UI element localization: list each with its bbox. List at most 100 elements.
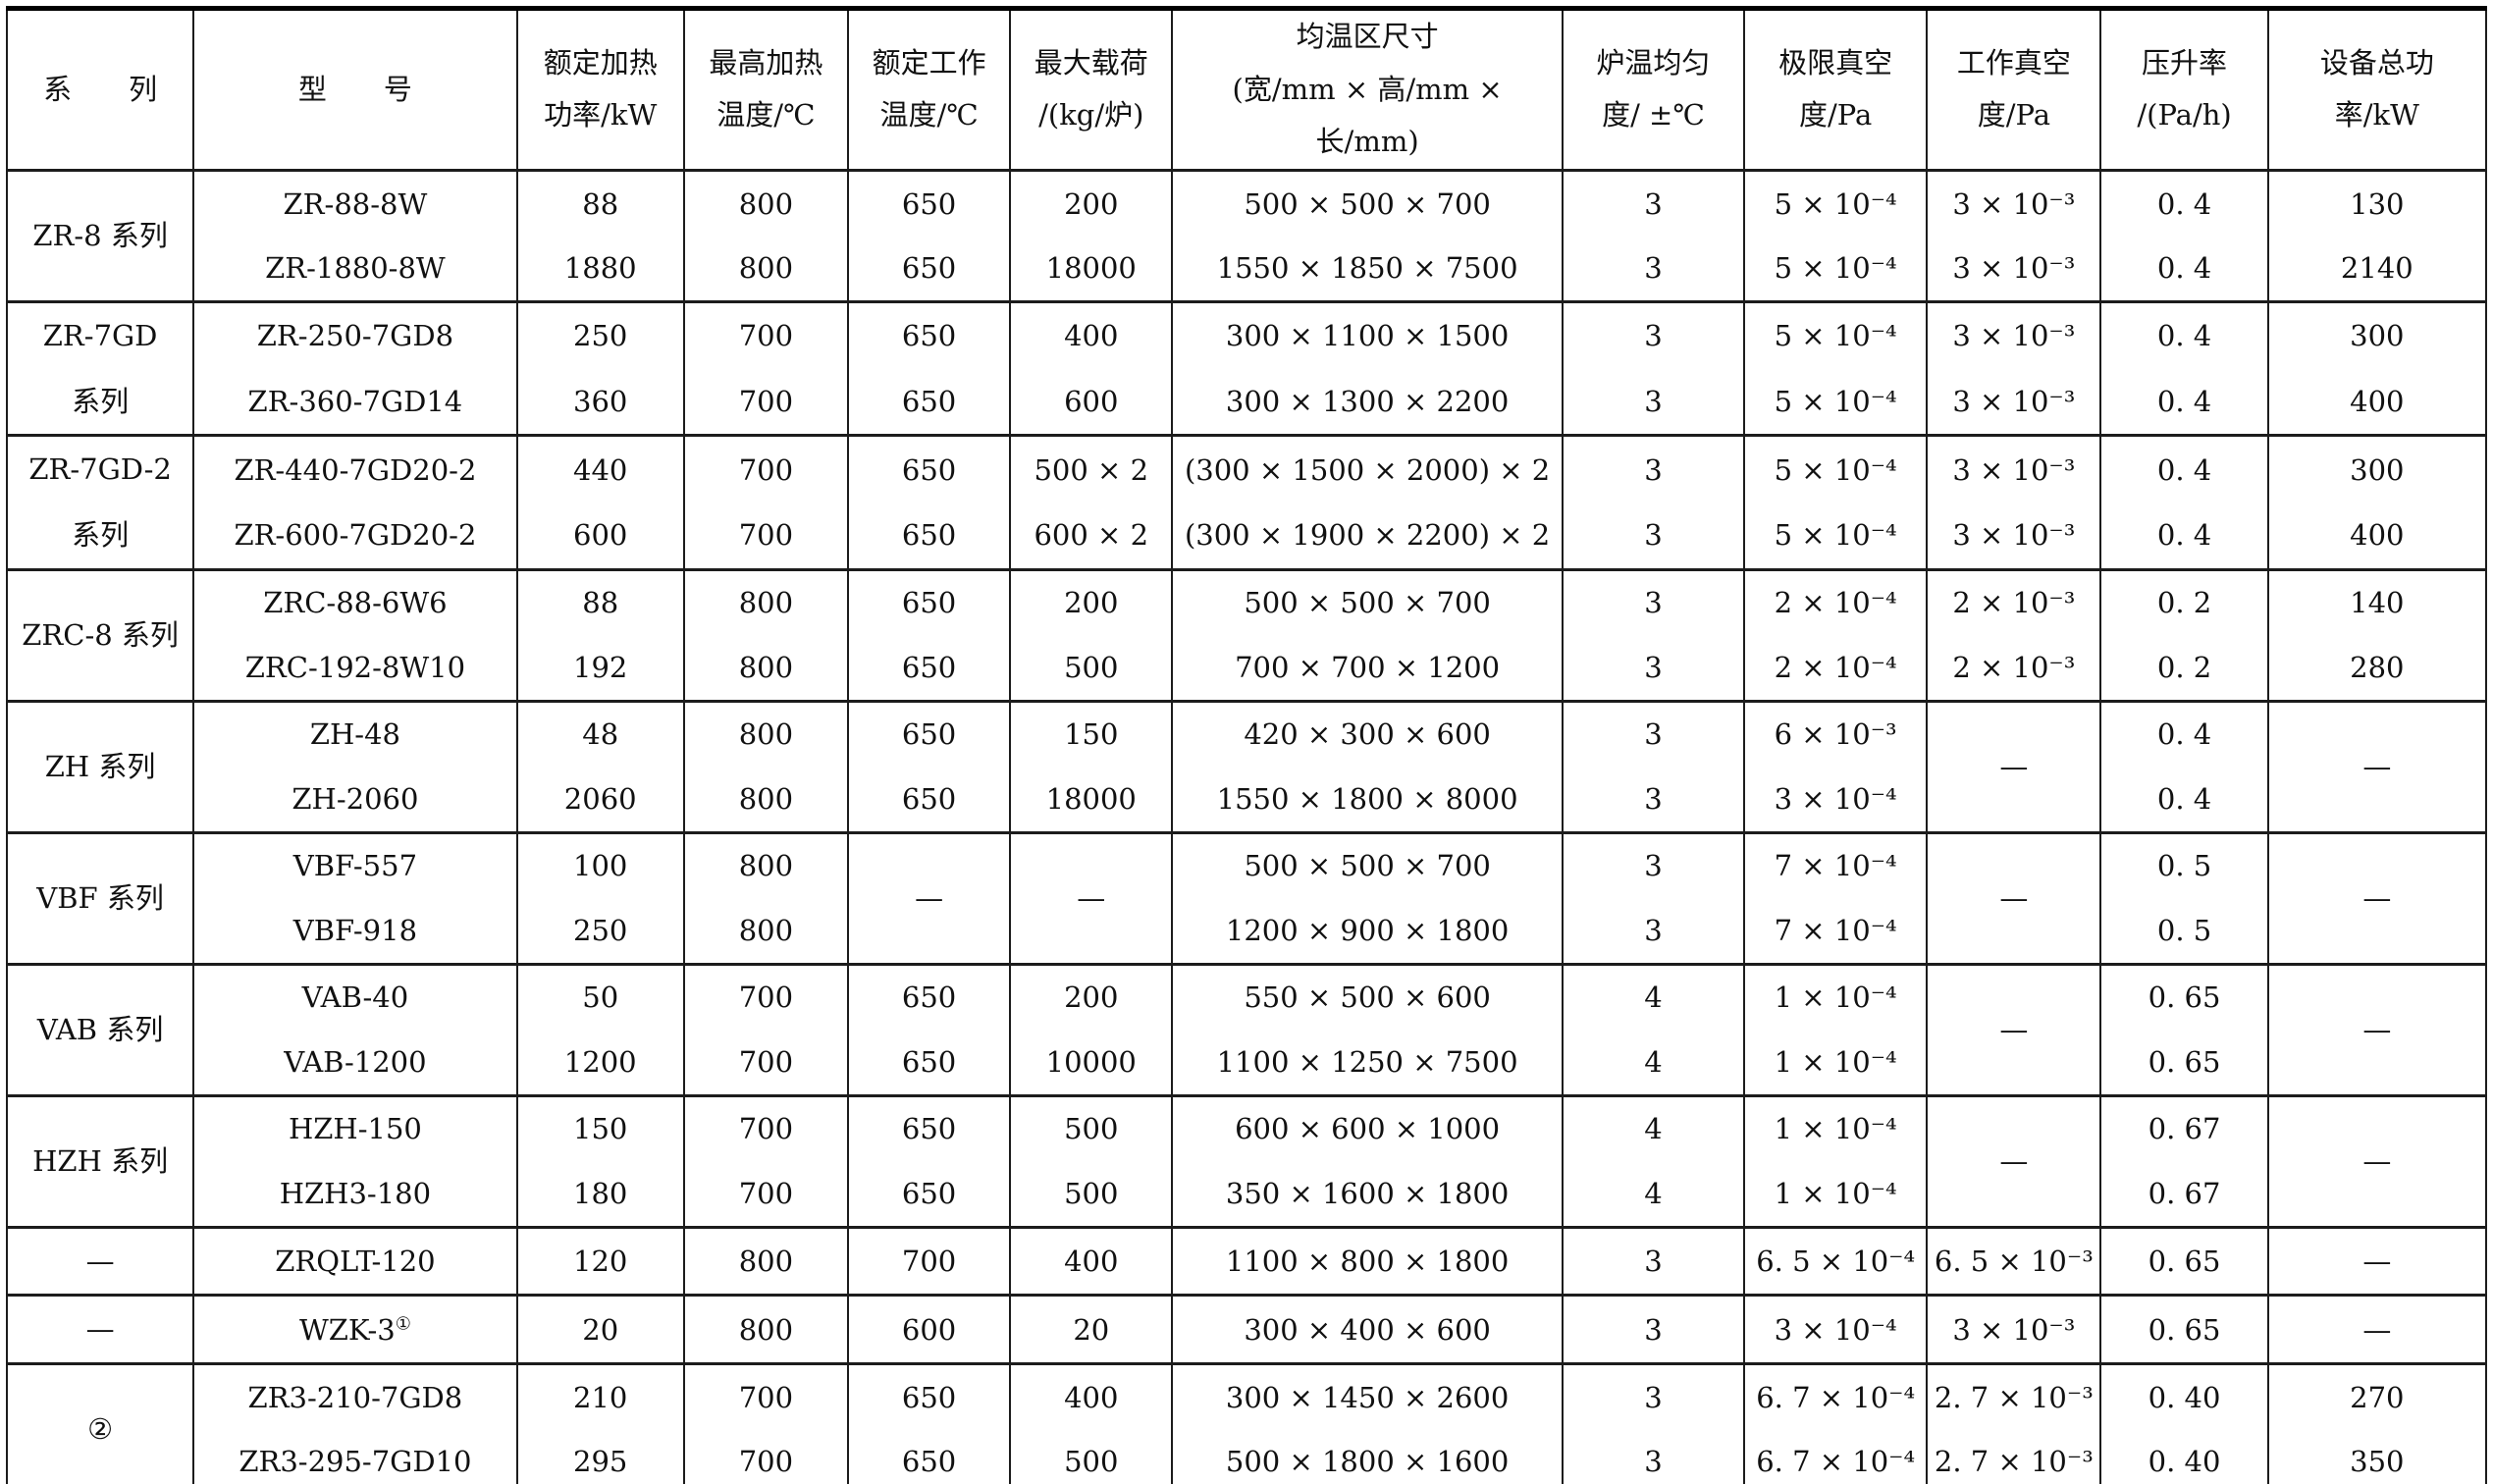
power-cell: 20 (515, 1294, 685, 1364)
table-row: ZRC-8 系列 ZRC-88-6W6 88 800 650 200 500 × 500 ×… (5, 567, 2488, 702)
ult-vac-cell: 7 × 10⁻⁴ (1743, 830, 1929, 899)
table-header: 系 列 型 号 额定加热 功率/kW 最高加热 温度/℃ 额定工作 温度/℃ 最… (5, 8, 2488, 172)
max-temp-cell: 700 (682, 1362, 849, 1430)
zone-cell: 1550 × 1850 × 7500 (1171, 236, 1564, 302)
zone-cell: 300 × 400 × 600 (1171, 1294, 1564, 1364)
work-vac-cell: 3 × 10⁻³ (1926, 168, 2102, 237)
work-temp-cell: 650 (846, 1161, 1012, 1228)
series-cell: — (5, 1294, 195, 1364)
model-cell: ZRC-88-6W6 (192, 567, 518, 636)
max-temp-cell: 700 (682, 1161, 849, 1228)
leak-cell: 0. 67 (2099, 1161, 2269, 1228)
load-cell: 10000 (1009, 1030, 1174, 1096)
power-cell: 180 (515, 1161, 685, 1228)
max-temp-cell: 800 (682, 236, 849, 302)
model-cell: VAB-1200 (192, 1030, 518, 1096)
model-cell: VBF-557 (192, 830, 518, 899)
table-row: ZR-360-7GD14 360 700 650 600 300 × 1300 × 220… (7, 368, 2488, 436)
work-vac-cell: 2. 7 × 10⁻³ (1926, 1362, 2102, 1430)
total-power-cell: 350 (2266, 1429, 2488, 1484)
power-cell: 88 (515, 168, 685, 237)
zone-cell: (300 × 1900 × 2200) × 2 (1171, 502, 1564, 570)
header-row: 系 列 型 号 额定加热 功率/kW 最高加热 温度/℃ 额定工作 温度/℃ 最… (5, 8, 2488, 172)
load-cell: 18000 (1009, 767, 1174, 833)
zone-cell: 500 × 500 × 700 (1171, 168, 1564, 237)
total-power-cell: 400 (2266, 502, 2488, 570)
total-power-cell: 270 (2266, 1362, 2488, 1430)
zone-cell: 550 × 500 × 600 (1171, 962, 1564, 1031)
column-header-zone: 均温区尺寸 (宽/mm × 高/mm × 长/mm) (1171, 8, 1564, 172)
uniformity-cell: 3 (1561, 1429, 1746, 1484)
model-cell: ZH-2060 (192, 767, 518, 833)
work-temp-cell: 650 (846, 567, 1012, 636)
power-cell: 1200 (515, 1030, 685, 1096)
load-cell: 500 (1009, 1429, 1174, 1484)
leak-cell: 0. 2 (2099, 567, 2269, 636)
max-temp-cell: 800 (682, 898, 849, 965)
model-cell: ZR-600-7GD20-2 (192, 502, 518, 570)
leak-cell: 0. 4 (2099, 767, 2269, 833)
max-temp-cell: 800 (682, 699, 849, 768)
work-temp-cell: 650 (846, 434, 1012, 503)
uniformity-cell: 4 (1561, 1030, 1746, 1096)
merged-dash-cell: — (1009, 830, 1174, 965)
table-row: ZR-8 系列 ZR-88-8W 88 800 650 200 500 × 500 × 70… (5, 168, 2488, 302)
zone-cell: 300 × 1450 × 2600 (1171, 1362, 1564, 1430)
power-cell: 100 (515, 830, 685, 899)
load-cell: 150 (1009, 699, 1174, 768)
work-vac-cell: 3 × 10⁻³ (1926, 368, 2102, 436)
series-cell: ZRC-8 系列 (5, 567, 195, 702)
work-temp-cell: 650 (846, 299, 1012, 369)
table-row: HZH 系列 HZH-150 150 700 650 500 600 × 600 × 100… (5, 1093, 2488, 1228)
model-cell: ZR-88-8W (192, 168, 518, 237)
merged-dash-cell: — (2266, 699, 2488, 833)
leak-cell: 0. 40 (2099, 1362, 2269, 1430)
zone-cell: 1100 × 800 × 1800 (1171, 1225, 1564, 1296)
zone-cell: 1100 × 1250 × 7500 (1171, 1030, 1564, 1096)
work-temp-cell: 650 (846, 635, 1012, 702)
power-cell: 120 (515, 1225, 685, 1296)
uniformity-cell: 3 (1561, 502, 1746, 570)
load-cell: 200 (1009, 567, 1174, 636)
leak-cell: 0. 40 (2099, 1429, 2269, 1484)
uniformity-cell: 4 (1561, 1093, 1746, 1162)
max-temp-cell: 700 (682, 434, 849, 503)
power-cell: 295 (515, 1429, 685, 1484)
column-header-uniformity: 炉温均匀 度/ ±℃ (1561, 8, 1746, 172)
uniformity-cell: 3 (1561, 567, 1746, 636)
total-power-cell: — (2266, 1225, 2488, 1296)
work-temp-cell: 700 (846, 1225, 1012, 1296)
merged-dash-cell: — (1926, 1093, 2102, 1228)
ult-vac-cell: 5 × 10⁻⁴ (1743, 236, 1929, 302)
leak-cell: 0. 5 (2099, 898, 2269, 965)
max-temp-cell: 700 (682, 1093, 849, 1162)
model-cell: ZR-250-7GD8 (192, 299, 518, 369)
model-cell: ZR3-210-7GD8 (192, 1362, 518, 1430)
work-temp-cell: 650 (846, 1362, 1012, 1430)
max-temp-cell: 800 (682, 567, 849, 636)
table-row: ZH-2060 2060 800 650 18000 1550 × 1800 × 8000… (7, 767, 2486, 833)
ult-vac-cell: 3 × 10⁻⁴ (1743, 1294, 1929, 1364)
model-cell: ZR3-295-7GD10 (192, 1429, 518, 1484)
load-cell: 18000 (1009, 236, 1174, 302)
work-temp-cell: 600 (846, 1294, 1012, 1364)
uniformity-cell: 3 (1561, 830, 1746, 899)
leak-cell: 0. 65 (2099, 1225, 2269, 1296)
leak-cell: 0. 2 (2099, 635, 2269, 702)
ult-vac-cell: 5 × 10⁻⁴ (1743, 299, 1929, 369)
max-temp-cell: 800 (682, 635, 849, 702)
table-row: ZR3-295-7GD10 295 700 650 500 500 × 1800 × 16… (7, 1429, 2488, 1484)
merged-dash-cell: — (1926, 699, 2102, 833)
ult-vac-cell: 1 × 10⁻⁴ (1743, 1030, 1929, 1096)
uniformity-cell: 4 (1561, 962, 1746, 1031)
table-row: ZR-600-7GD20-2 600 700 650 600 × 2 (300 × 190… (7, 502, 2488, 570)
leak-cell: 0. 4 (2099, 236, 2269, 302)
work-temp-cell: 650 (846, 168, 1012, 237)
leak-cell: 0. 4 (2099, 699, 2269, 768)
uniformity-cell: 3 (1561, 1362, 1746, 1430)
uniformity-cell: 4 (1561, 1161, 1746, 1228)
work-temp-cell: 650 (846, 502, 1012, 570)
series-cell: ZR-8 系列 (5, 168, 195, 302)
work-vac-cell: 3 × 10⁻³ (1926, 299, 2102, 369)
uniformity-cell: 3 (1561, 299, 1746, 369)
